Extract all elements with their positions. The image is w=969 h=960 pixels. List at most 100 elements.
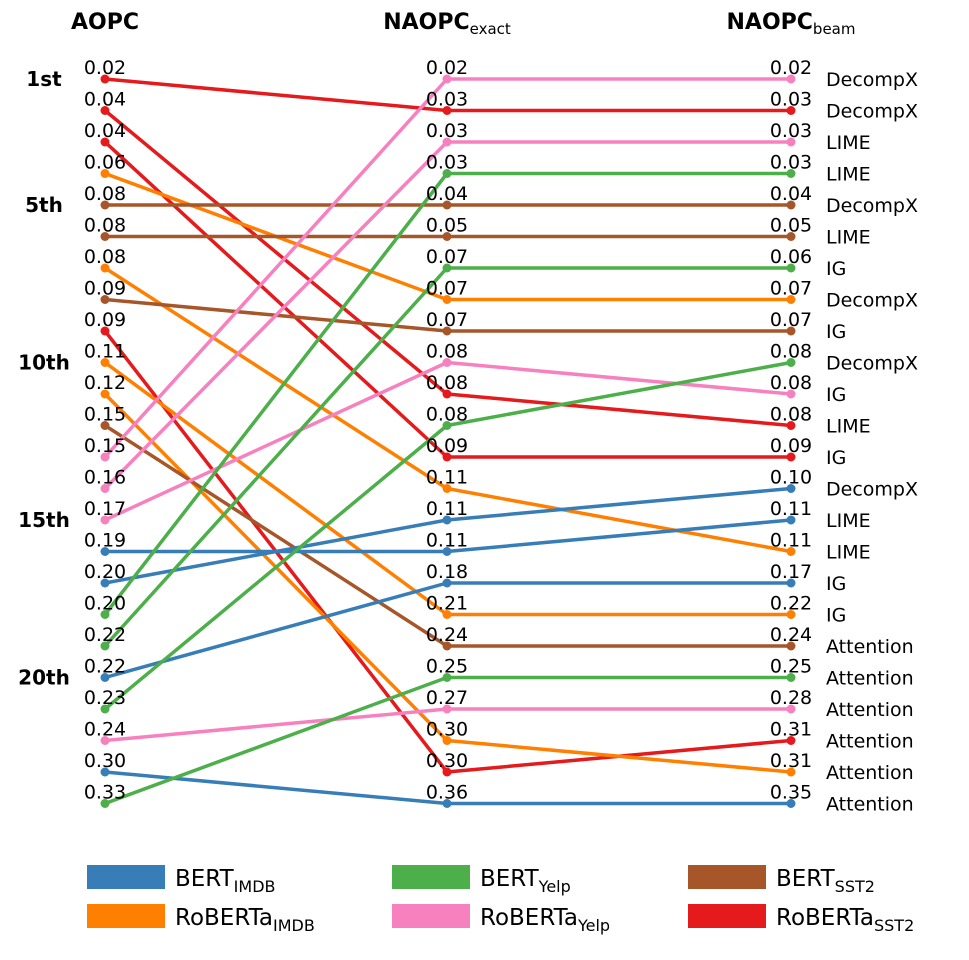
point-BERT_IMDB-IG-col2 [786,578,796,588]
point-RoBERTa_IMDB-LIME-col2 [786,547,796,556]
point-RoBERTa_SST2-DecompX-col2 [786,106,796,115]
value-label: 0.09 [770,435,812,457]
value-label: 0.07 [426,246,468,268]
point-BERT_IMDB-Attention-col0 [100,767,110,777]
value-label: 0.28 [770,687,812,709]
point-BERT_SST2-DecompX-col1 [442,200,452,210]
point-RoBERTa_SST2-Attention-col2 [786,736,796,745]
point-RoBERTa_Yelp-LIME-col1 [442,137,452,147]
point-BERT_Yelp-Attention-col0 [100,799,110,808]
method-label: LIME [826,227,871,249]
value-label: 0.30 [426,750,468,772]
method-label: Attention [826,794,914,816]
value-label: 0.11 [770,498,812,520]
point-RoBERTa_Yelp-Attention-col1 [442,704,452,714]
value-label: 0.02 [84,57,126,79]
value-label: 0.03 [770,89,812,111]
value-labels: 0.02 0.04 0.04 0.06 0.08 0.08 0.08 0.09 0.09 0.11… [84,57,812,804]
point-BERT_IMDB-Attention-col2 [786,799,796,808]
point-RoBERTa_SST2-Attention-col0 [100,326,110,336]
point-BERT_SST2-Attention-col2 [786,641,796,651]
point-BERT_Yelp-LIME-col0 [100,610,110,619]
method-label: IG [826,605,846,627]
point-RoBERTa_SST2-IG-col2 [786,452,796,462]
point-RoBERTa_SST2-LIME-col1 [442,389,452,399]
value-label: 0.05 [426,215,468,237]
method-label: IG [826,447,846,469]
value-label: 0.21 [426,593,468,615]
method-label: Attention [826,762,914,784]
method-label: IG [826,384,846,406]
value-label: 0.03 [426,152,468,174]
value-label: 0.10 [770,467,812,489]
method-label: LIME [826,164,871,186]
legend-swatch [392,904,470,928]
point-RoBERTa_SST2-Attention-col1 [442,767,452,777]
point-BERT_IMDB-DecompX-col2 [786,484,796,493]
point-BERT_Yelp-DecompX-col0 [100,704,110,714]
value-label: 0.15 [84,404,126,426]
point-BERT_Yelp-DecompX-col1 [442,421,452,430]
point-RoBERTa_SST2-IG-col1 [442,452,452,462]
value-label: 0.11 [426,498,468,520]
value-label: 0.04 [770,183,812,205]
value-label: 0.08 [84,215,126,237]
rank-label-1st: 1st [26,67,62,91]
point-RoBERTa_IMDB-DecompX-col2 [786,295,796,304]
point-BERT_IMDB-DecompX-col0 [100,578,110,588]
value-label: 0.08 [770,404,812,426]
value-label: 0.03 [770,152,812,174]
value-label: 0.04 [426,183,468,205]
value-label: 0.36 [426,782,468,804]
point-RoBERTa_Yelp-LIME-col0 [100,484,110,493]
point-RoBERTa_Yelp-Attention-col0 [100,736,110,745]
rank-label-5th: 5th [25,193,63,217]
value-label: 0.19 [84,530,126,552]
point-BERT_IMDB-DecompX-col1 [442,515,452,525]
point-BERT_SST2-IG-col2 [786,326,796,336]
value-label: 0.12 [84,372,126,394]
value-label: 0.18 [426,561,468,583]
method-label: IG [826,321,846,343]
value-label: 0.11 [84,341,126,363]
method-label: LIME [826,132,871,154]
value-label: 0.31 [770,719,812,741]
point-RoBERTa_SST2-DecompX-col1 [442,106,452,115]
column-titles: AOPC NAOPCexact NAOPCbeam [71,10,855,38]
value-label: 0.08 [770,341,812,363]
legend-swatch [87,865,165,889]
method-label: Attention [826,731,914,753]
point-RoBERTa_Yelp-DecompX-col2 [786,74,796,84]
column-title-naopc-exact: NAOPCexact [383,10,511,38]
legend-swatch [688,865,766,889]
value-label: 0.07 [426,278,468,300]
rank-label-20th: 20th [18,666,70,690]
legend-label: RoBERTaYelp [480,905,610,935]
point-BERT_IMDB-LIME-col1 [442,547,452,556]
value-label: 0.22 [84,624,126,646]
point-RoBERTa_Yelp-IG-col0 [100,515,110,525]
method-label: Attention [826,668,914,690]
value-label: 0.11 [426,530,468,552]
point-BERT_SST2-Attention-col0 [100,421,110,430]
value-label: 0.22 [770,593,812,615]
method-label: IG [826,573,846,595]
value-label: 0.11 [770,530,812,552]
point-RoBERTa_IMDB-IG-col2 [786,610,796,619]
point-RoBERTa_SST2-IG-col0 [100,137,110,147]
value-label: 0.09 [426,435,468,457]
value-label: 0.08 [426,372,468,394]
value-label: 0.27 [426,687,468,709]
legend-item-RoBERTa_SST2: RoBERTaSST2 [688,904,914,935]
method-label: DecompX [826,101,918,123]
value-label: 0.06 [84,152,126,174]
value-label: 0.20 [84,593,126,615]
point-RoBERTa_Yelp-LIME-col2 [786,137,796,147]
value-label: 0.04 [84,120,126,142]
column-title-aopc: AOPC [71,10,139,35]
value-label: 0.22 [84,656,126,678]
legend-swatch [87,904,165,928]
method-label: DecompX [826,479,918,501]
rank-label-10th: 10th [18,351,70,375]
point-RoBERTa_Yelp-DecompX-col1 [442,74,452,84]
